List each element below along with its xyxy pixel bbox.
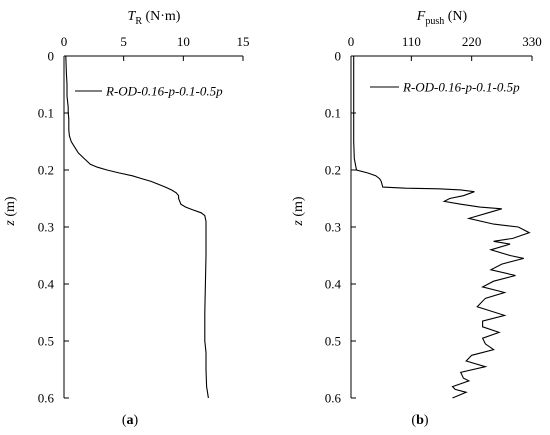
panel-a-y-tick-label: 0.4 bbox=[38, 277, 55, 292]
panel-a-y-tick-label: 0.3 bbox=[38, 220, 54, 235]
panel-a-y-axis-title: z (m) bbox=[3, 196, 18, 227]
panel-a-y-tick-label: 0.2 bbox=[38, 163, 54, 178]
panel-a-y-tick-label: 0.1 bbox=[38, 106, 54, 121]
panel-a-x-tick-label: 10 bbox=[177, 34, 190, 49]
panel-b-x-axis-title: Fpush (N) bbox=[416, 9, 468, 27]
panel-b-y-tick-label: 0 bbox=[335, 49, 342, 64]
panel-b-y-tick-label: 0.3 bbox=[325, 220, 341, 235]
panel-b-y-axis-title: z (m) bbox=[291, 196, 306, 227]
panel-a-y-tick-label: 0.5 bbox=[38, 334, 54, 349]
panel-b-x-tick-label: 110 bbox=[402, 34, 421, 49]
panel-b-series-line bbox=[353, 56, 531, 399]
panel-a-x-axis-title: TR (N·m) bbox=[128, 9, 181, 27]
chart-panel-b: Fpush (N) z (m) (b) 0 110 220 330 0 0.1 0.2 0.3… bbox=[291, 9, 542, 428]
panel-b-y-tick-label: 0.6 bbox=[325, 391, 342, 406]
panel-b-y-tick-label: 0.1 bbox=[325, 106, 341, 121]
panel-b-label: (b) bbox=[411, 413, 428, 428]
panel-a-label: (a) bbox=[122, 413, 139, 428]
panel-a-y-tick-label: 0.6 bbox=[38, 391, 55, 406]
panel-a-series-line bbox=[65, 55, 209, 399]
panel-b-y-tick-label: 0.2 bbox=[325, 163, 341, 178]
panel-b-x-tick-label: 220 bbox=[462, 34, 482, 49]
panel-b-legend-label: R-OD-0.16-p-0.1-0.5p bbox=[402, 80, 520, 95]
panel-a-x-tick-label: 5 bbox=[120, 34, 127, 49]
panel-a-y-tick-label: 0 bbox=[48, 49, 55, 64]
panel-a-x-tick-label: 0 bbox=[61, 34, 68, 49]
panel-a-x-tick-label: 15 bbox=[237, 34, 250, 49]
panel-a-legend-label: R-OD-0.16-p-0.1-0.5p bbox=[105, 84, 223, 99]
panel-b-y-tick-label: 0.5 bbox=[325, 334, 341, 349]
panel-b-x-tick-label: 0 bbox=[348, 34, 355, 49]
chart-panel-a: TR (N·m) z (m) (a) 0 5 10 15 0 0.1 0.2 0.3 0.4 0.… bbox=[3, 9, 250, 428]
panel-b-x-tick-label: 330 bbox=[522, 34, 542, 49]
panel-b-y-tick-label: 0.4 bbox=[325, 277, 342, 292]
